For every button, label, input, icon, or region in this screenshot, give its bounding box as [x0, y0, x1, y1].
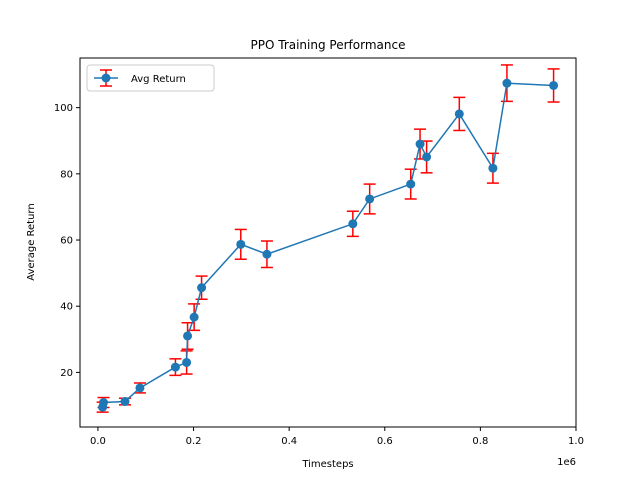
- data-point: [348, 219, 358, 229]
- legend-label: Avg Return: [131, 74, 186, 85]
- data-point: [549, 80, 559, 90]
- y-tick-label: 40: [60, 302, 73, 313]
- data-point: [422, 152, 432, 162]
- chart-title: PPO Training Performance: [251, 38, 406, 52]
- legend: Avg Return: [86, 64, 215, 92]
- x-tick-label: 0.2: [186, 436, 202, 447]
- legend-marker-swatch: [101, 73, 111, 83]
- series-line: [101, 82, 554, 408]
- data-point: [502, 78, 512, 88]
- data-point: [365, 194, 375, 204]
- x-tick-label: 0.0: [90, 436, 106, 447]
- data-point: [170, 362, 180, 372]
- data-point: [406, 179, 416, 189]
- x-tick-label: 0.8: [472, 436, 488, 447]
- x-tick-label: 0.4: [281, 436, 297, 447]
- y-tick-label: 20: [60, 368, 73, 379]
- data-point: [135, 383, 145, 393]
- y-tick-label: 60: [60, 236, 73, 247]
- data-point: [99, 398, 109, 408]
- data-point: [197, 283, 207, 293]
- y-axis: 20 40 60 80 100: [54, 103, 80, 379]
- plot-area: [79, 57, 577, 428]
- data-point: [262, 249, 272, 259]
- data-point: [183, 331, 193, 341]
- y-axis-label: Average Return: [26, 203, 37, 280]
- plot-frame: [79, 57, 577, 428]
- data-point: [415, 139, 425, 149]
- data-point: [454, 109, 464, 119]
- x-axis-label: Timesteps: [301, 459, 353, 470]
- data-points: [98, 78, 559, 412]
- x-tick-label: 0.6: [377, 436, 393, 447]
- x-axis-offset-label: 1e6: [557, 457, 576, 468]
- y-tick-label: 80: [60, 169, 73, 180]
- data-point: [236, 239, 246, 249]
- data-point: [120, 397, 130, 407]
- data-point: [189, 312, 199, 322]
- data-point: [488, 163, 498, 173]
- data-point: [182, 357, 192, 367]
- x-axis: 0.0 0.2 0.4 0.6 0.8 1.0: [90, 427, 584, 447]
- x-tick-label: 1.0: [568, 436, 584, 447]
- y-tick-label: 100: [54, 103, 73, 114]
- legend-box: [86, 64, 215, 92]
